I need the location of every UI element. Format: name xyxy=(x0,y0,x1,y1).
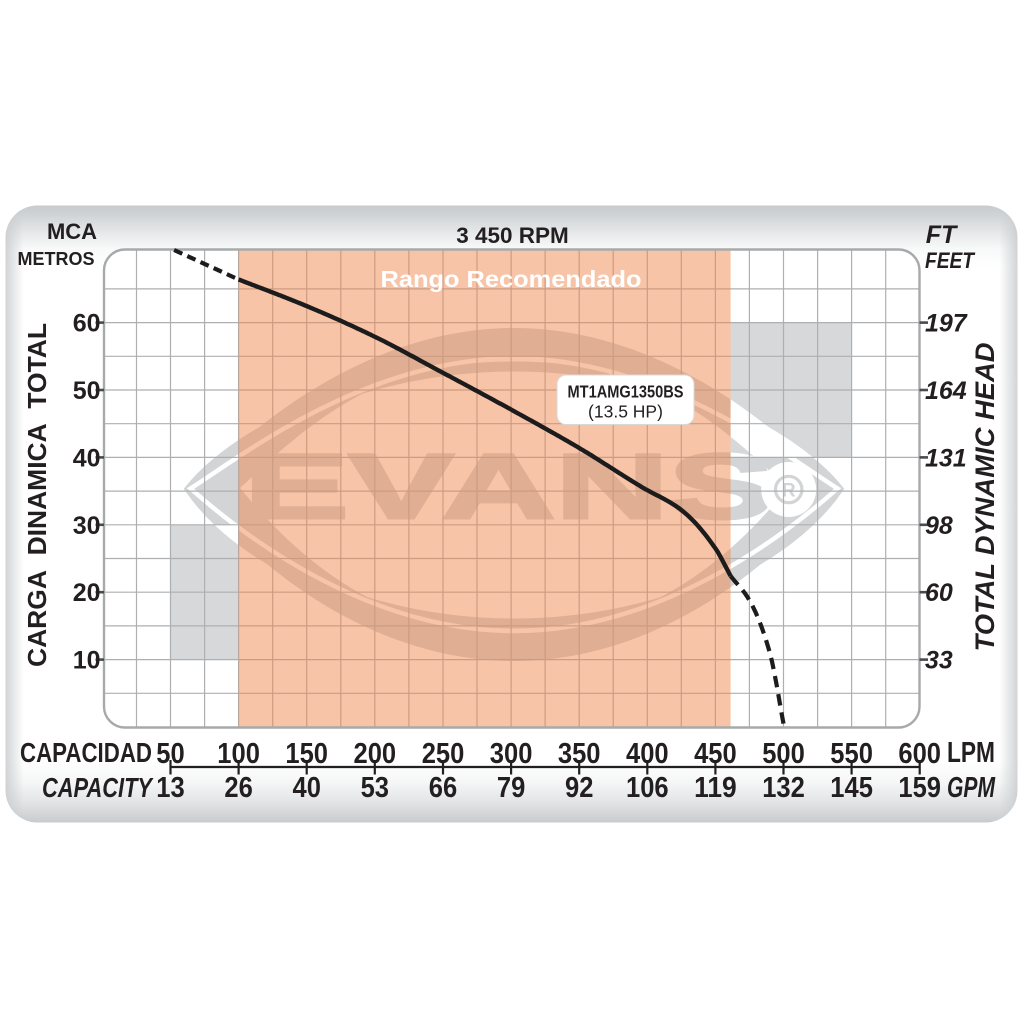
svg-text:250: 250 xyxy=(422,738,465,770)
svg-text:600: 600 xyxy=(898,738,941,770)
svg-text:TOTAL DYNAMIC HEAD: TOTAL DYNAMIC HEAD xyxy=(970,343,1000,652)
svg-text:119: 119 xyxy=(694,772,737,804)
svg-text:79: 79 xyxy=(497,772,525,804)
svg-text:13: 13 xyxy=(156,772,184,804)
svg-text:GPM: GPM xyxy=(947,772,996,804)
svg-text:LPM: LPM xyxy=(947,737,995,769)
svg-text:METROS: METROS xyxy=(17,249,94,269)
svg-text:350: 350 xyxy=(558,738,601,770)
svg-text:50: 50 xyxy=(156,738,184,770)
svg-text:100: 100 xyxy=(217,738,260,770)
svg-text:106: 106 xyxy=(626,772,669,804)
svg-text:164: 164 xyxy=(925,377,967,405)
svg-text:197: 197 xyxy=(925,310,968,338)
svg-text:10: 10 xyxy=(73,647,101,675)
svg-text:3 450 RPM: 3 450 RPM xyxy=(456,223,569,248)
svg-text:60: 60 xyxy=(925,579,953,607)
svg-text:131: 131 xyxy=(925,444,967,472)
svg-text:33: 33 xyxy=(925,647,953,675)
svg-text:Rango Recomendado: Rango Recomendado xyxy=(381,266,642,292)
svg-text:300: 300 xyxy=(490,738,533,770)
svg-text:145: 145 xyxy=(830,772,873,804)
svg-text:40: 40 xyxy=(293,772,321,804)
svg-text:66: 66 xyxy=(429,772,457,804)
svg-text:30: 30 xyxy=(73,512,101,540)
svg-text:CARGA DINAMICA TOTAL: CARGA DINAMICA TOTAL xyxy=(22,323,52,667)
svg-text:40: 40 xyxy=(73,444,101,472)
svg-text:CAPACIDAD: CAPACIDAD xyxy=(20,737,152,768)
svg-text:FEET: FEET xyxy=(925,248,975,273)
svg-text:500: 500 xyxy=(762,738,805,770)
svg-text:50: 50 xyxy=(73,377,101,405)
svg-text:450: 450 xyxy=(694,738,737,770)
svg-text:150: 150 xyxy=(285,738,328,770)
svg-text:MCA: MCA xyxy=(47,219,97,244)
svg-text:26: 26 xyxy=(224,772,252,804)
svg-text:98: 98 xyxy=(925,512,953,540)
svg-text:(13.5 HP): (13.5 HP) xyxy=(588,402,663,422)
svg-text:550: 550 xyxy=(830,738,873,770)
svg-text:FT: FT xyxy=(926,221,959,249)
svg-text:MT1AMG1350BS: MT1AMG1350BS xyxy=(568,382,684,402)
svg-text:400: 400 xyxy=(626,738,669,770)
svg-text:20: 20 xyxy=(73,579,101,607)
svg-text:92: 92 xyxy=(565,772,593,804)
svg-text:132: 132 xyxy=(762,772,805,804)
svg-text:200: 200 xyxy=(354,738,397,770)
svg-text:60: 60 xyxy=(73,310,101,338)
svg-text:159: 159 xyxy=(898,772,941,804)
svg-text:EVANS: EVANS xyxy=(244,434,773,537)
svg-text:53: 53 xyxy=(361,772,389,804)
svg-text:CAPACITY: CAPACITY xyxy=(42,772,154,803)
